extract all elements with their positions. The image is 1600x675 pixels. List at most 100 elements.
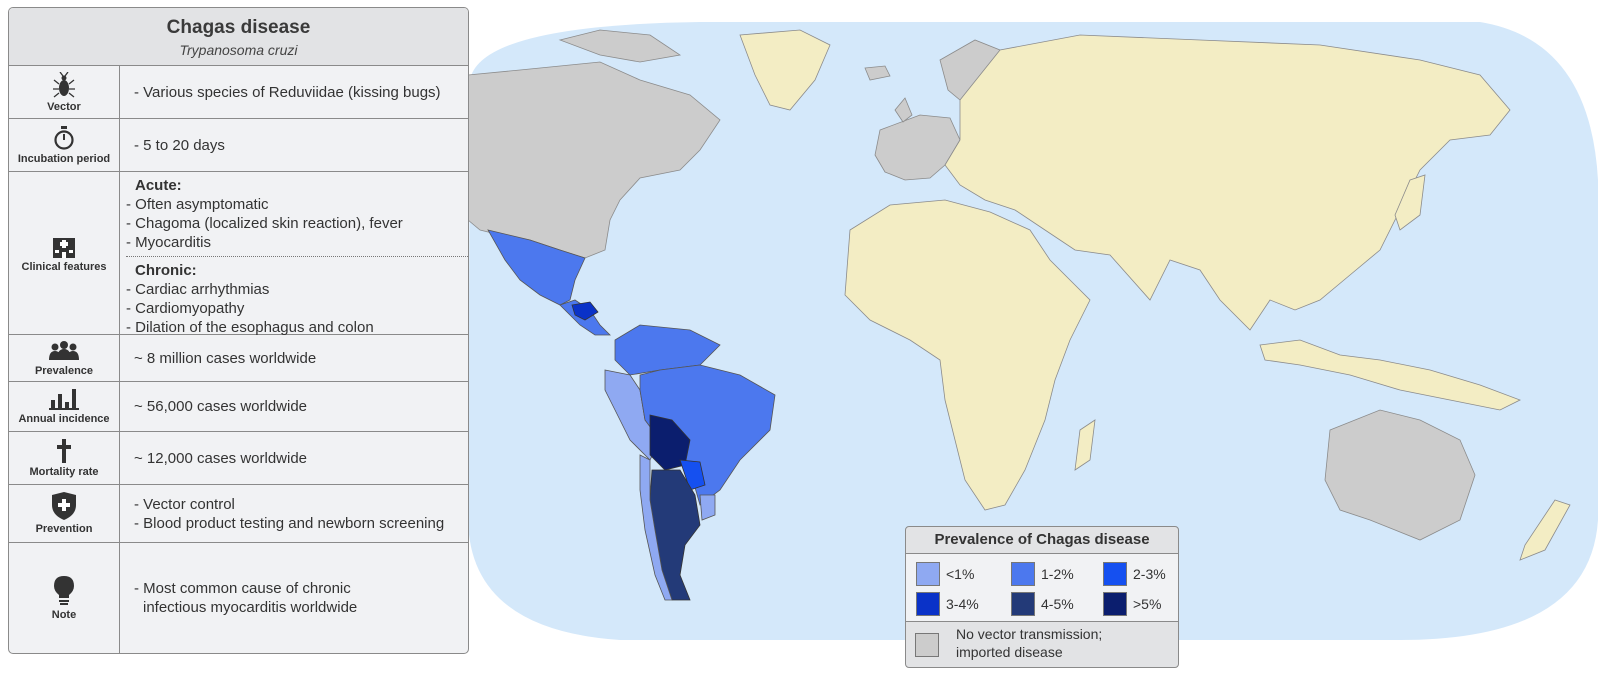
- legend-swatch: [1103, 592, 1127, 616]
- region-honduras: [571, 301, 599, 321]
- legend-item: 3-4%: [916, 592, 979, 616]
- legend-swatch-gray: [915, 633, 939, 657]
- row-incubation-icon-cell: Incubation period: [9, 119, 120, 171]
- clinical-acute: Acute: - Often asymptomatic - Chagoma (l…: [126, 172, 468, 257]
- map-legend: Prevalence of Chagas disease <1% 1-2% 2-…: [905, 526, 1179, 668]
- row-mortality-label: Mortality rate: [29, 465, 99, 478]
- legend-item: 2-3%: [1103, 562, 1166, 586]
- row-mortality-icon-cell: Mortality rate: [9, 432, 120, 484]
- prevention-line-2: - Blood product testing and newborn scre…: [134, 514, 445, 532]
- region-mexico: [487, 229, 586, 306]
- legend-swatch: [916, 562, 940, 586]
- legend-note-line-1: No vector transmission;: [956, 626, 1103, 642]
- legend-label: <1%: [946, 566, 975, 582]
- chronic-line-1: - Cardiac arrhythmias: [126, 281, 270, 298]
- legend-label: >5%: [1133, 596, 1162, 612]
- canadian-arctic: [558, 29, 682, 63]
- row-incidence: Annual incidence ~ 56,000 cases worldwid…: [9, 382, 468, 432]
- clinical-chronic: Chronic: - Cardiac arrhythmias - Cardiom…: [126, 257, 468, 337]
- row-note-label: Note: [51, 608, 77, 621]
- row-note-icon-cell: Note: [9, 543, 120, 653]
- table-title: Chagas disease: [166, 17, 311, 38]
- legend-note-text: No vector transmission; imported disease: [956, 625, 1102, 661]
- prevention-line-1: - Vector control: [134, 495, 235, 513]
- bug-icon: [53, 71, 75, 98]
- bar-chart-icon: [49, 389, 79, 410]
- acute-heading: Acute:: [135, 177, 182, 194]
- iceland: [864, 65, 891, 81]
- acute-line-3: - Myocarditis: [126, 234, 212, 251]
- lightbulb-icon: [54, 575, 74, 605]
- row-incidence-icon-cell: Annual incidence: [9, 382, 120, 431]
- row-vector-text: - Various species of Reduviidae (kissing…: [120, 66, 468, 118]
- acute-line-1: - Often asymptomatic: [126, 196, 269, 213]
- stopwatch-icon: [54, 125, 74, 150]
- region-paraguay: [679, 459, 706, 491]
- row-vector-icon-cell: Vector: [9, 66, 120, 118]
- chronic-line-2: - Cardiomyopathy: [126, 300, 245, 317]
- note-line-1: - Most common cause of chronic: [134, 580, 351, 597]
- cross-icon: [57, 438, 71, 463]
- madagascar: [1074, 419, 1096, 471]
- row-prevention-icon-cell: Prevention: [9, 485, 120, 542]
- legend-note-line-2: imported disease: [956, 644, 1063, 660]
- legend-label: 2-3%: [1133, 566, 1166, 582]
- region-uruguay: [699, 494, 716, 521]
- vector-line-1: - Various species of Reduviidae (kissing…: [134, 83, 441, 101]
- legend-swatch: [916, 592, 940, 616]
- chronic-heading: Chronic:: [135, 262, 197, 279]
- row-incidence-label: Annual incidence: [18, 413, 110, 425]
- row-prevention-label: Prevention: [35, 523, 93, 535]
- region-chile: [639, 454, 673, 601]
- legend-item: 1-2%: [1011, 562, 1074, 586]
- row-note: Note - Most common cause of chronic infe…: [9, 543, 468, 653]
- southeast-asia: [1259, 339, 1521, 411]
- row-clinical-text: Acute: - Often asymptomatic - Chagoma (l…: [120, 172, 468, 337]
- mortality-line-1: ~ 12,000 cases worldwide: [134, 449, 308, 467]
- prevalence-line-1: ~ 8 million cases worldwide: [134, 349, 317, 367]
- western-europe: [874, 114, 961, 181]
- africa: [844, 199, 1091, 511]
- australia: [1324, 409, 1476, 541]
- row-clinical: Clinical features Acute: - Often asympto…: [9, 172, 468, 337]
- row-prevalence-icon-cell: Prevalence: [9, 335, 120, 381]
- acute-line-2: - Chagoma (localized skin reaction), fev…: [126, 215, 403, 232]
- disease-info-table: Chagas disease Trypanosoma cruzi Vector …: [8, 7, 469, 654]
- note-line-2: infectious myocarditis worldwide: [143, 599, 358, 616]
- people-icon: [49, 340, 79, 360]
- incidence-line-1: ~ 56,000 cases worldwide: [134, 398, 308, 415]
- legend-label: 1-2%: [1041, 566, 1074, 582]
- row-prevention-text: - Vector control - Blood product testing…: [120, 485, 468, 542]
- table-subtitle: Trypanosoma cruzi: [179, 42, 298, 58]
- legend-item: <1%: [916, 562, 974, 586]
- legend-title: Prevalence of Chagas disease: [906, 527, 1178, 554]
- row-vector-label: Vector: [47, 100, 81, 113]
- legend-swatch: [1103, 562, 1127, 586]
- row-incidence-text: ~ 56,000 cases worldwide: [120, 382, 468, 431]
- legend-grid: <1% 1-2% 2-3% 3-4% 4-5% >5%: [906, 554, 1178, 622]
- row-clinical-label: Clinical features: [21, 260, 107, 273]
- legend-label: 4-5%: [1041, 596, 1074, 612]
- row-mortality-text: ~ 12,000 cases worldwide: [120, 432, 468, 484]
- shield-cross-icon: [52, 492, 76, 520]
- eurasia: [944, 34, 1511, 331]
- row-clinical-icon-cell: Clinical features: [9, 172, 120, 334]
- greenland: [739, 29, 831, 111]
- japan: [1394, 174, 1426, 231]
- hospital-icon: [53, 237, 75, 258]
- legend-item: 4-5%: [1011, 592, 1074, 616]
- incubation-line-1: - 5 to 20 days: [134, 136, 225, 154]
- legend-item: >5%: [1103, 592, 1161, 616]
- table-header: Chagas disease Trypanosoma cruzi: [9, 8, 468, 66]
- legend-no-transmission: No vector transmission; imported disease: [906, 622, 1178, 667]
- row-prevalence-label: Prevalence: [34, 364, 94, 377]
- row-prevalence: Prevalence ~ 8 million cases worldwide: [9, 335, 468, 382]
- legend-swatch: [1011, 562, 1035, 586]
- row-vector: Vector - Various species of Reduviidae (…: [9, 66, 468, 119]
- row-incubation-text: - 5 to 20 days: [120, 119, 468, 171]
- row-prevalence-text: ~ 8 million cases worldwide: [120, 335, 468, 381]
- chronic-line-3: - Dilation of the esophagus and colon: [126, 319, 374, 336]
- row-prevention: Prevention - Vector control - Blood prod…: [9, 485, 468, 543]
- new-zealand: [1519, 499, 1571, 561]
